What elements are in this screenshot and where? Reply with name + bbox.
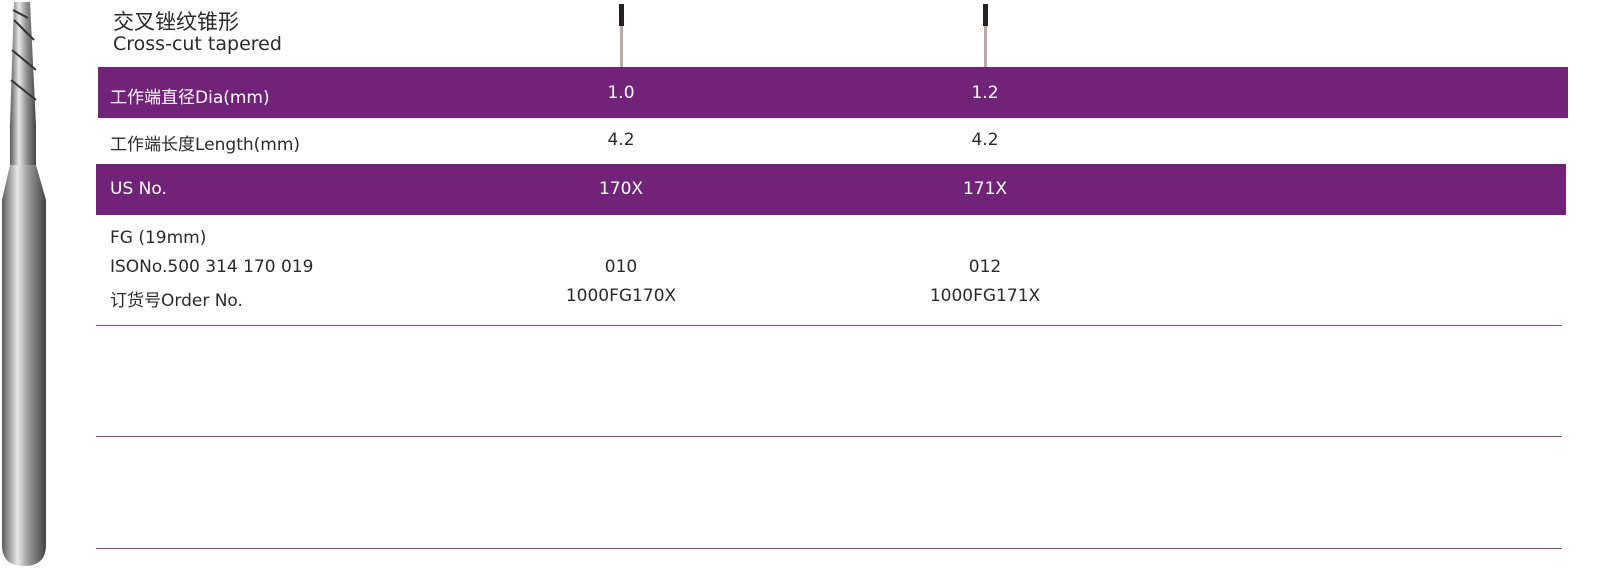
- cell: 010: [604, 257, 638, 277]
- row-label: US No.: [110, 179, 167, 199]
- row-band: [98, 67, 1568, 118]
- row-band: [96, 164, 1566, 215]
- cell: 012: [968, 257, 1002, 277]
- title-en: Cross-cut tapered: [113, 33, 282, 55]
- cell: 1000FG171X: [929, 286, 1041, 306]
- divider: [96, 548, 1562, 549]
- divider: [96, 436, 1562, 437]
- bur-image: [2, 2, 46, 566]
- cell: 1.0: [607, 83, 635, 103]
- bur-icon: [983, 4, 988, 68]
- cell: 4.2: [971, 130, 999, 150]
- order-label: ISONo.500 314 170 019: [110, 257, 314, 277]
- row-label: 工作端直径Dia(mm): [110, 88, 270, 108]
- cell: 171X: [962, 179, 1008, 199]
- row-label: 工作端长度Length(mm): [110, 135, 301, 155]
- bur-icon: [619, 4, 624, 68]
- cell: 1000FG170X: [565, 286, 677, 306]
- cell: 170X: [598, 179, 644, 199]
- order-label: FG (19mm): [110, 228, 207, 248]
- cell: 4.2: [607, 130, 635, 150]
- title-cn: 交叉锉纹锥形: [113, 10, 239, 34]
- order-label: 订货号Order No.: [110, 291, 243, 311]
- cell: 1.2: [971, 83, 999, 103]
- divider: [96, 325, 1562, 326]
